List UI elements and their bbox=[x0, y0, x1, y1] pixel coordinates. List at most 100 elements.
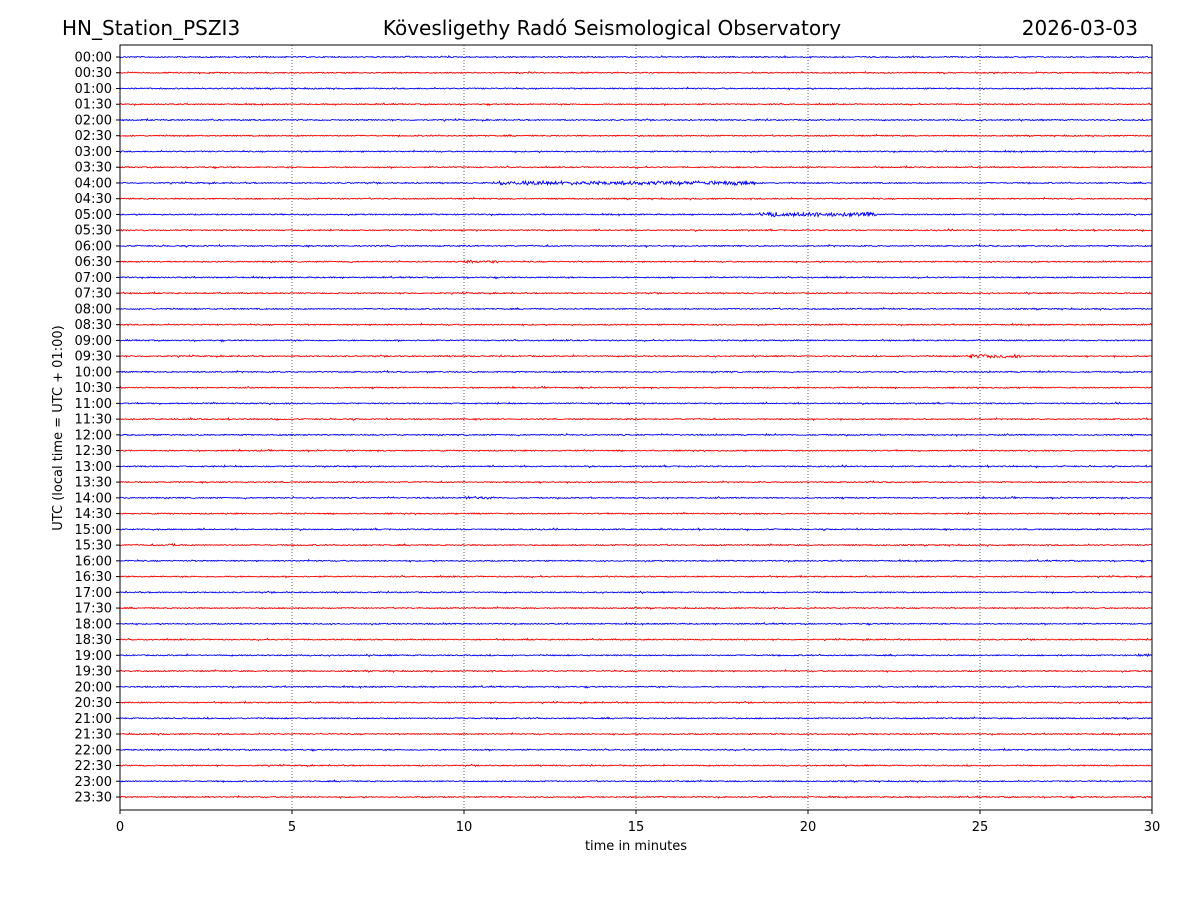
y-tick-label: 02:00 bbox=[75, 113, 112, 128]
x-tick-label: 30 bbox=[1144, 820, 1161, 835]
trace-1130 bbox=[119, 417, 1153, 422]
x-tick-label: 0 bbox=[116, 820, 124, 835]
trace-2030 bbox=[119, 700, 1153, 705]
trace-0230 bbox=[119, 133, 1153, 138]
trace-0430 bbox=[119, 196, 1153, 201]
y-tick-label: 18:30 bbox=[75, 633, 112, 648]
trace-0100 bbox=[119, 86, 1153, 91]
trace-1430 bbox=[119, 511, 1153, 516]
station-title: HN_Station_PSZI3 bbox=[62, 16, 240, 40]
trace-1900 bbox=[119, 652, 1153, 658]
y-tick-label: 21:00 bbox=[75, 712, 112, 727]
y-tick-label: 04:30 bbox=[75, 192, 112, 207]
trace-2100 bbox=[119, 716, 1153, 721]
x-tick-label: 25 bbox=[972, 820, 989, 835]
y-tick-label: 11:00 bbox=[75, 397, 112, 412]
y-tick-label: 21:30 bbox=[75, 728, 112, 743]
trace-0730 bbox=[119, 291, 1153, 296]
trace-2230 bbox=[119, 763, 1153, 768]
y-tick-label: 00:30 bbox=[75, 66, 112, 81]
trace-0300 bbox=[119, 149, 1153, 154]
y-tick-label: 01:00 bbox=[75, 82, 112, 97]
trace-1400 bbox=[119, 495, 1153, 500]
y-tick-label: 09:00 bbox=[75, 334, 112, 349]
y-tick-label: 02:30 bbox=[75, 129, 112, 144]
y-tick-label: 12:00 bbox=[75, 428, 112, 443]
y-tick-label: 13:00 bbox=[75, 460, 112, 475]
y-axis-label: UTC (local time = UTC + 01:00) bbox=[51, 325, 66, 530]
trace-0500 bbox=[119, 211, 1153, 219]
y-tick-label: 10:00 bbox=[75, 365, 112, 380]
y-tick-label: 16:00 bbox=[75, 554, 112, 569]
x-tick-label: 20 bbox=[800, 820, 817, 835]
trace-1500 bbox=[119, 527, 1153, 532]
y-tick-label: 01:30 bbox=[75, 98, 112, 113]
trace-1530 bbox=[119, 542, 1153, 548]
trace-1330 bbox=[119, 480, 1153, 485]
y-tick-label: 00:00 bbox=[75, 51, 112, 66]
y-tick-label: 16:30 bbox=[75, 570, 112, 585]
y-tick-label: 05:30 bbox=[75, 224, 112, 239]
observatory-title: Kövesligethy Radó Seismological Observat… bbox=[383, 16, 841, 40]
trace-0130 bbox=[119, 102, 1153, 107]
y-tick-label: 11:30 bbox=[75, 413, 112, 428]
trace-0930 bbox=[119, 353, 1153, 359]
trace-2200 bbox=[119, 747, 1153, 752]
y-tick-label: 22:30 bbox=[75, 759, 112, 774]
y-tick-label: 12:30 bbox=[75, 444, 112, 459]
trace-0200 bbox=[119, 117, 1153, 122]
y-tick-label: 19:00 bbox=[75, 649, 112, 664]
y-tick-label: 03:30 bbox=[75, 161, 112, 176]
y-tick-label: 14:30 bbox=[75, 507, 112, 522]
x-tick-label: 10 bbox=[456, 820, 473, 835]
trace-1230 bbox=[119, 448, 1153, 453]
trace-1730 bbox=[119, 605, 1153, 611]
trace-2130 bbox=[119, 731, 1153, 737]
y-tick-label: 17:30 bbox=[75, 602, 112, 617]
trace-1700 bbox=[119, 590, 1153, 595]
y-tick-label: 10:30 bbox=[75, 381, 112, 396]
trace-1830 bbox=[119, 637, 1153, 642]
date-title: 2026-03-03 bbox=[1022, 16, 1138, 40]
trace-0830 bbox=[119, 322, 1153, 327]
y-tick-label: 22:00 bbox=[75, 743, 112, 758]
y-tick-label: 03:00 bbox=[75, 145, 112, 160]
trace-1100 bbox=[119, 401, 1153, 406]
trace-2000 bbox=[119, 684, 1153, 689]
trace-1000 bbox=[119, 369, 1153, 374]
y-tick-label: 17:00 bbox=[75, 586, 112, 601]
trace-2330 bbox=[119, 794, 1153, 800]
trace-0700 bbox=[119, 275, 1153, 280]
trace-0030 bbox=[119, 70, 1153, 75]
y-tick-label: 04:00 bbox=[75, 176, 112, 191]
trace-0400 bbox=[119, 179, 1153, 187]
trace-0530 bbox=[119, 228, 1153, 233]
y-tick-label: 23:30 bbox=[75, 791, 112, 806]
trace-1600 bbox=[119, 558, 1153, 563]
x-axis-label: time in minutes bbox=[585, 839, 687, 854]
y-tick-label: 08:00 bbox=[75, 302, 112, 317]
trace-0900 bbox=[119, 338, 1153, 343]
y-tick-label: 14:00 bbox=[75, 491, 112, 506]
trace-0330 bbox=[119, 165, 1153, 170]
y-tick-label: 07:30 bbox=[75, 287, 112, 302]
trace-0600 bbox=[119, 243, 1153, 249]
trace-1300 bbox=[119, 464, 1153, 469]
trace-1930 bbox=[119, 668, 1153, 674]
trace-0800 bbox=[119, 306, 1153, 311]
trace-1200 bbox=[119, 432, 1153, 438]
trace-0630 bbox=[119, 259, 1153, 264]
y-tick-label: 06:30 bbox=[75, 255, 112, 270]
y-tick-label: 09:30 bbox=[75, 350, 112, 365]
y-tick-label: 18:00 bbox=[75, 617, 112, 632]
trace-0000 bbox=[119, 54, 1153, 59]
y-tick-label: 20:30 bbox=[75, 696, 112, 711]
trace-1630 bbox=[119, 574, 1153, 579]
x-tick-label: 5 bbox=[288, 820, 296, 835]
plot-frame bbox=[119, 44, 1153, 811]
y-tick-label: 08:30 bbox=[75, 318, 112, 333]
y-tick-label: 06:00 bbox=[75, 239, 112, 254]
y-tick-label: 15:00 bbox=[75, 523, 112, 538]
